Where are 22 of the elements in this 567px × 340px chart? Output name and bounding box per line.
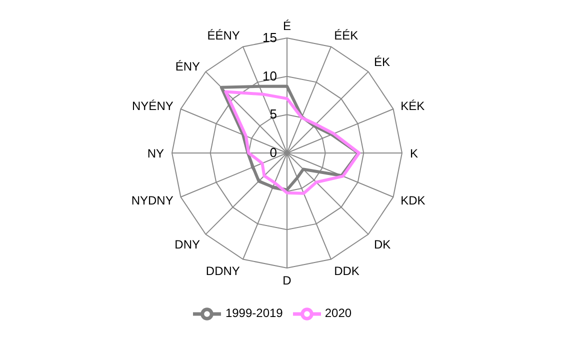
spoke-label: ÉÉK [334,28,358,42]
spoke-label: É [282,19,292,33]
spoke-label: DDNY [206,264,240,278]
spoke-label: ÉÉNY [207,28,240,42]
spoke-label: NYÉNY [132,99,174,114]
spoke-label: K [410,146,418,160]
legend-label: 2020 [324,306,352,320]
spoke-label: DK [374,237,391,252]
spoke-label: ÉNY [175,59,200,74]
y-tick-label: 10 [262,68,277,84]
y-tick-label: 15 [262,30,277,45]
y-tick-label: 0 [270,145,277,160]
legend-label: 1999-2019 [225,306,283,320]
spoke-label: DDK [334,264,360,278]
spoke-label: D [282,274,292,288]
spoke-label: NYDNY [131,193,174,208]
spoke-label: ÉK [374,55,390,70]
spoke-label: KDK [400,193,426,208]
spoke-label: KÉK [400,99,425,114]
spoke-label: NY [147,146,164,160]
spoke-label: DNY [174,237,200,252]
y-tick-label: 5 [270,106,277,122]
